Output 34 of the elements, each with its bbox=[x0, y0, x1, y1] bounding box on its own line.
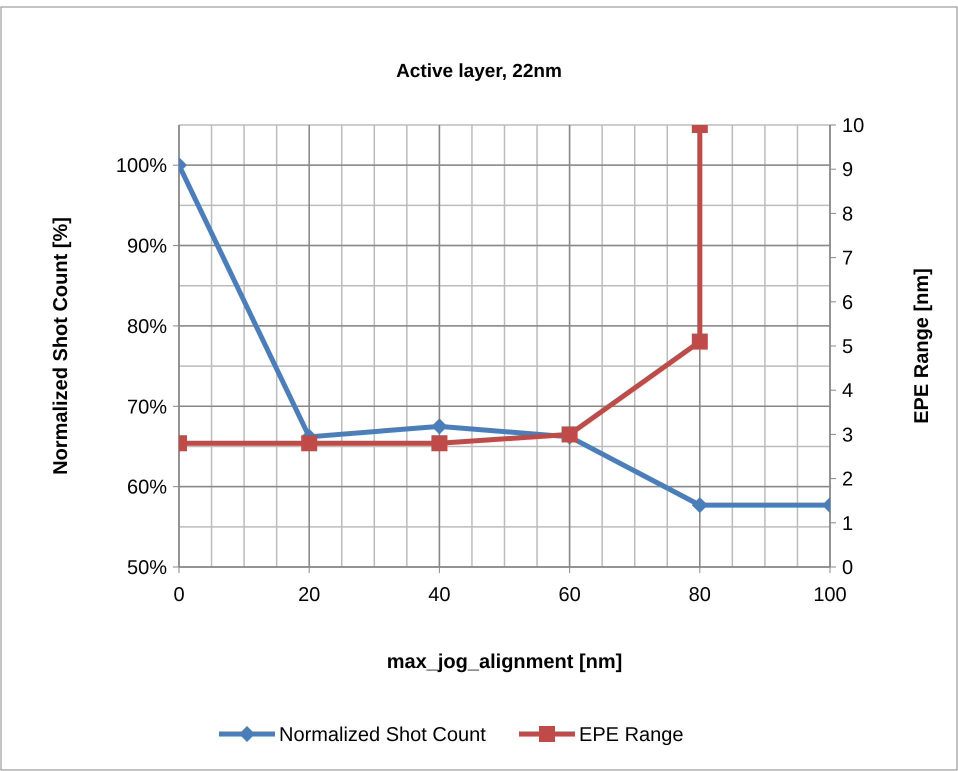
y-tick-label: 80% bbox=[126, 316, 168, 338]
point bbox=[431, 435, 448, 452]
y2-tick-label: 8 bbox=[842, 203, 854, 226]
y2-tick-label: 6 bbox=[842, 292, 854, 314]
x-tick-label: 80 bbox=[688, 584, 711, 606]
x-tick-label: 40 bbox=[428, 584, 451, 606]
y-tick-label: 50% bbox=[126, 557, 168, 579]
y2-tick-label: 1 bbox=[842, 512, 854, 535]
y2-tick-label: 3 bbox=[842, 424, 854, 446]
y2-tick-label: 7 bbox=[842, 248, 854, 270]
chart-title: Active layer, 22nm bbox=[396, 61, 562, 82]
x-tick-label: 100 bbox=[813, 584, 847, 606]
y-tick-label: 100% bbox=[116, 155, 168, 178]
y2-axis-title: EPE Range [nm] bbox=[911, 268, 933, 424]
point bbox=[692, 334, 708, 350]
y-tick-label: 70% bbox=[126, 396, 168, 418]
y2-tick-label: 9 bbox=[842, 159, 854, 182]
y2-tick-label: 10 bbox=[842, 115, 864, 137]
point bbox=[431, 418, 448, 434]
y-tick-label: 60% bbox=[126, 476, 168, 499]
x-axis-title: max_jog_alignment [nm] bbox=[386, 651, 622, 673]
point bbox=[301, 435, 318, 452]
y2-tick-label: 5 bbox=[842, 336, 854, 358]
x-tick-label: 20 bbox=[298, 584, 320, 606]
y2-tick-label: 0 bbox=[842, 557, 854, 579]
y-axis-title: Normalized Shot Count [%] bbox=[50, 217, 72, 475]
y-tick-label: 90% bbox=[126, 236, 168, 258]
point bbox=[562, 426, 578, 442]
legend-label: EPE Range bbox=[579, 724, 684, 746]
legend-label: Normalized Shot Count bbox=[279, 724, 486, 746]
y2-tick-label: 2 bbox=[842, 468, 854, 491]
x-tick-label: 0 bbox=[173, 584, 185, 606]
y2-tick-label: 4 bbox=[842, 380, 854, 402]
x-tick-label: 60 bbox=[558, 584, 581, 606]
